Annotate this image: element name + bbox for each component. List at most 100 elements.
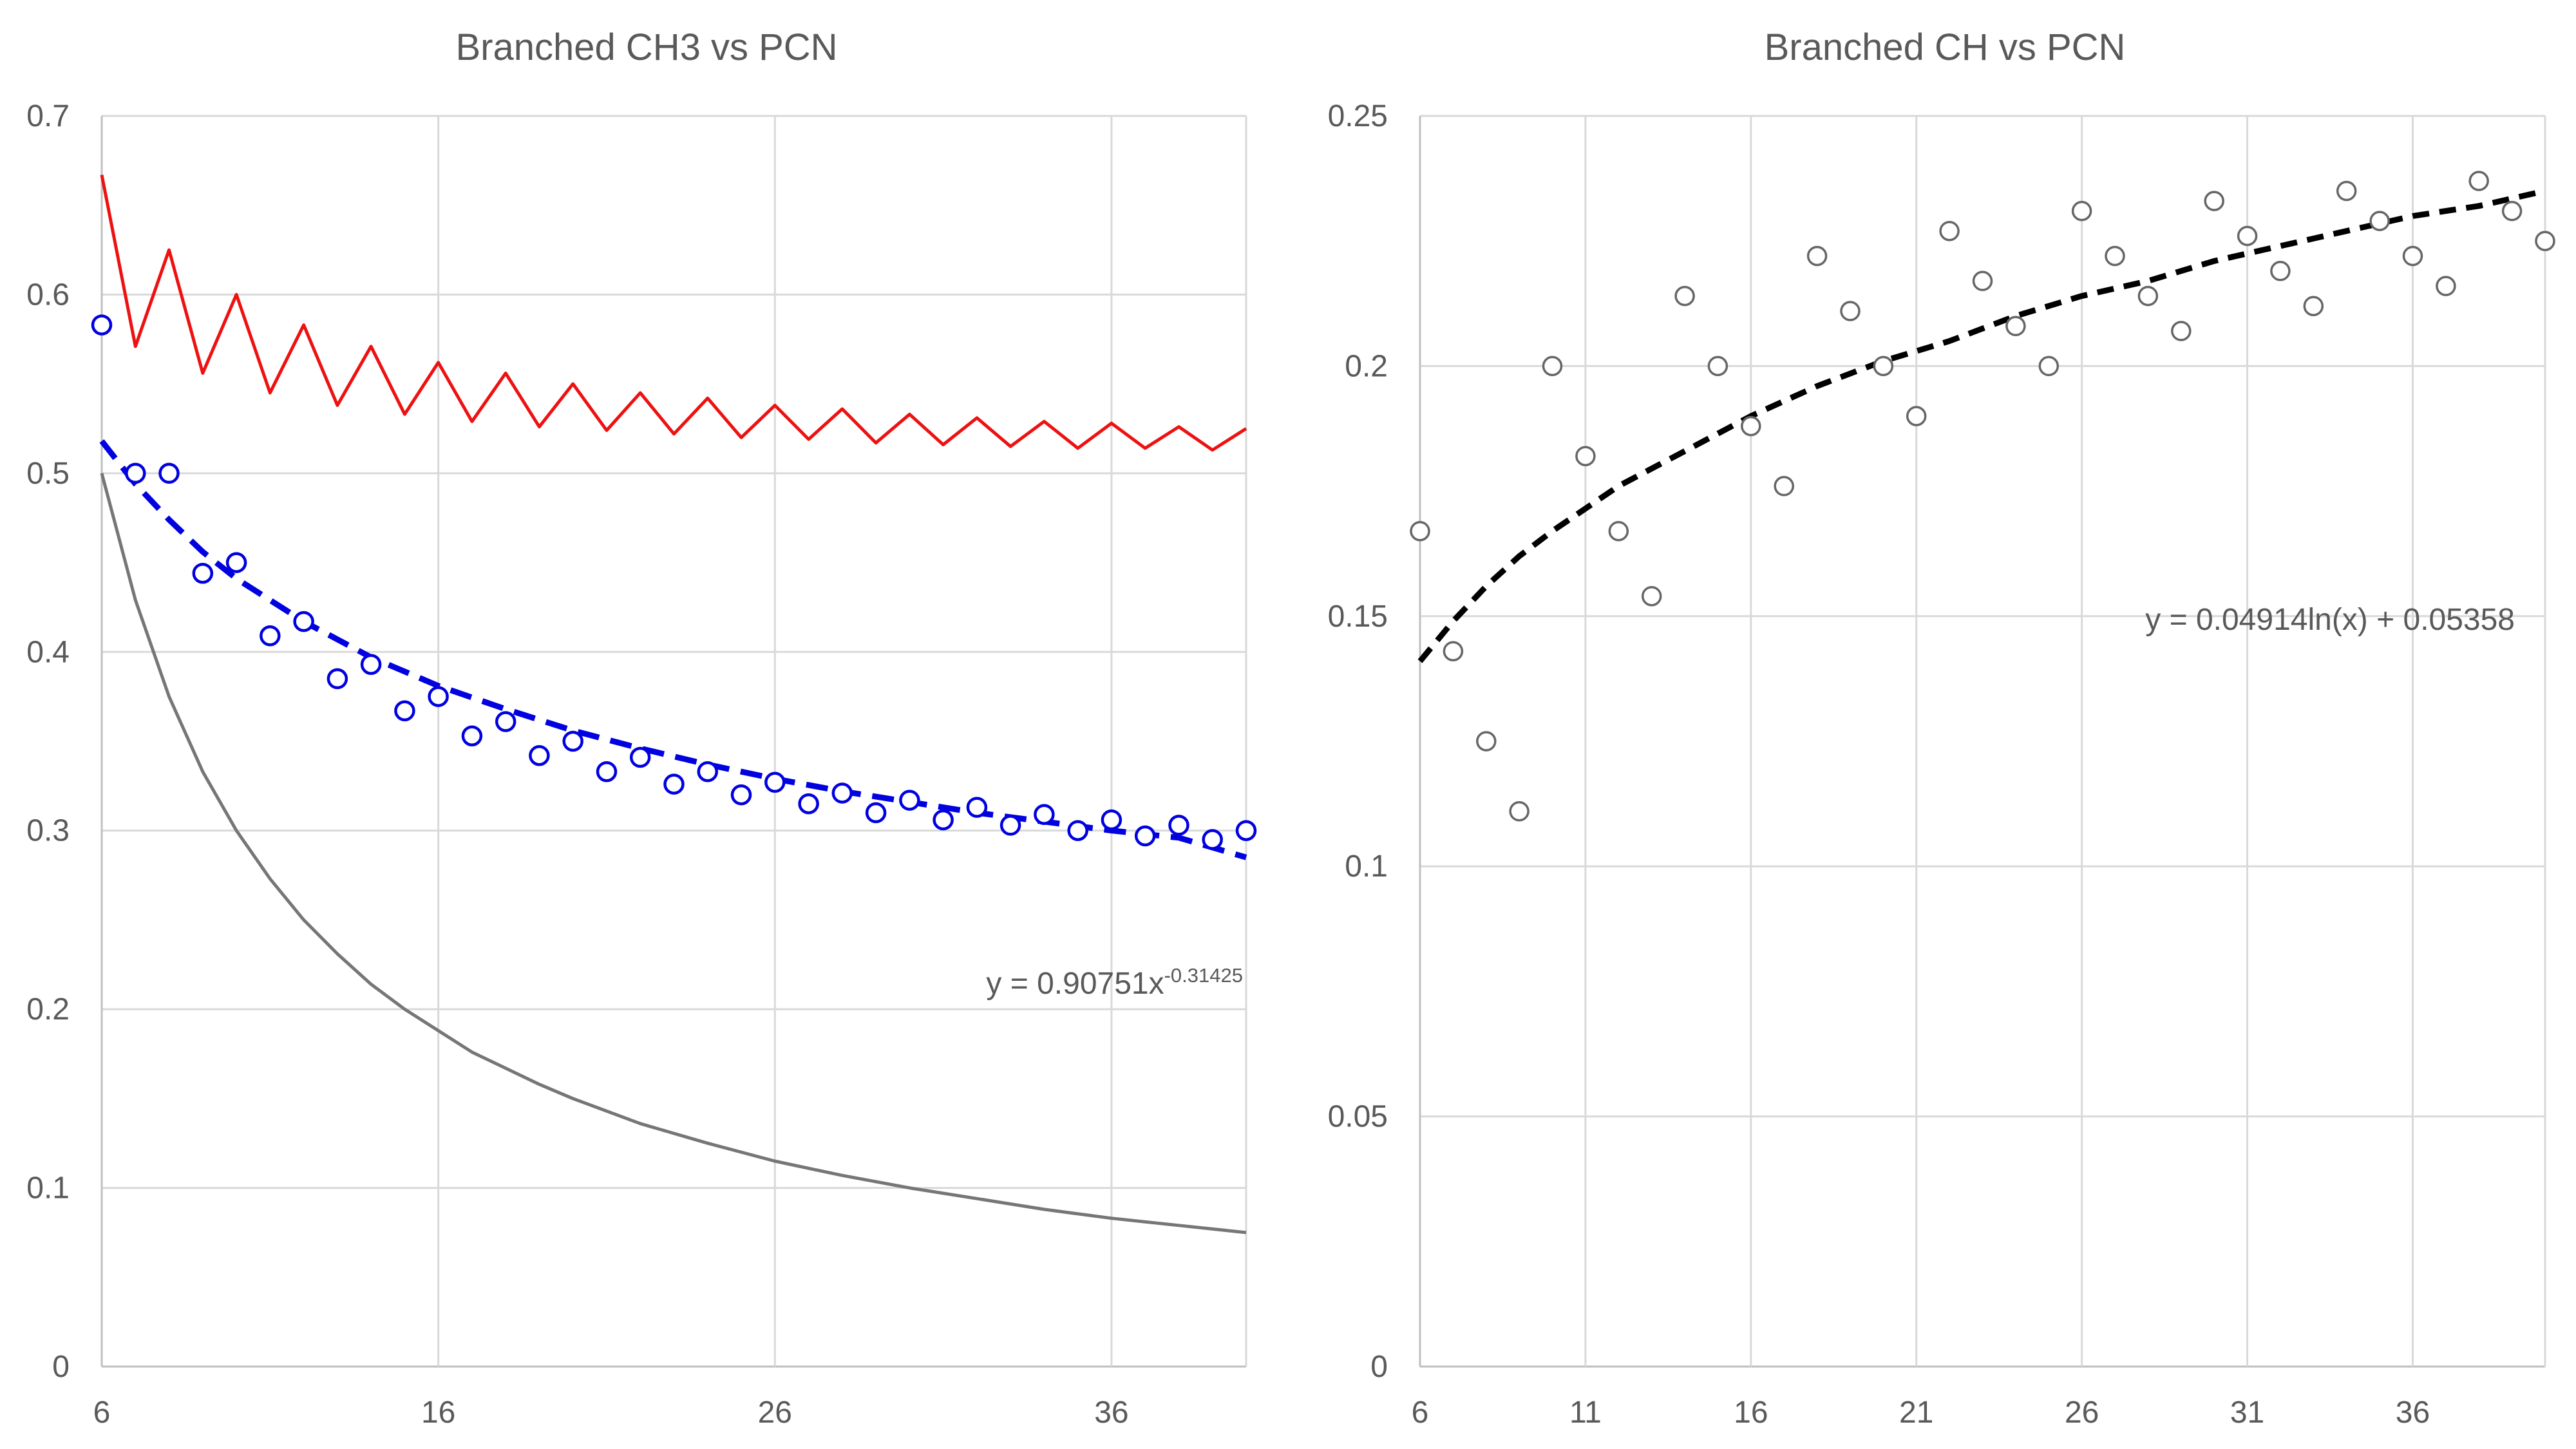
data-point: [2436, 276, 2456, 296]
data-point: [394, 700, 415, 722]
x-tick-label: 11: [1569, 1396, 1602, 1430]
data-point: [1674, 285, 1695, 307]
data-point: [933, 809, 954, 831]
x-tick-label: 16: [421, 1396, 455, 1430]
data-point: [764, 772, 786, 793]
data-point: [2468, 171, 2489, 191]
data-point: [2369, 211, 2390, 231]
chart-branched-ch: Branched CH vs PCN 0 0.05 0.1 0.15 0.2 0.25 6…: [1328, 26, 2555, 1430]
data-point: [999, 815, 1021, 836]
data-point: [1509, 801, 1530, 822]
data-point: [293, 611, 314, 632]
data-point: [428, 686, 449, 707]
data-point: [2171, 321, 2192, 341]
series-layer: [1410, 171, 2555, 822]
y-tick-label: 0.2: [26, 992, 70, 1027]
y-tick-label: 0.2: [1345, 349, 1388, 383]
chart-title: Branched CH vs PCN: [1765, 26, 2126, 68]
data-point: [629, 746, 651, 768]
data-point: [1443, 641, 1464, 661]
data-point: [360, 654, 382, 675]
x-tick-label: 6: [93, 1396, 111, 1430]
data-point: [1134, 825, 1156, 847]
y-tick-label: 0: [52, 1350, 70, 1384]
data-point: [1235, 820, 1257, 841]
data-point: [2071, 200, 2092, 222]
data-point: [596, 761, 618, 782]
data-point: [327, 668, 348, 690]
y-tick-label: 0.4: [26, 635, 70, 669]
data-point: [1168, 815, 1189, 836]
series-layer: [91, 175, 1257, 1235]
data-point: [2336, 180, 2357, 202]
data-point: [125, 462, 146, 484]
data-point: [461, 725, 483, 746]
data-point: [1741, 415, 1761, 437]
data-point: [260, 625, 281, 647]
x-tick-label: 26: [758, 1396, 792, 1430]
x-tick-labels: 6 16 26 36: [93, 1396, 1129, 1430]
data-point: [192, 562, 214, 584]
y-tick-label: 0.6: [26, 278, 70, 312]
x-tick-label: 26: [2065, 1396, 2099, 1430]
data-point: [1641, 585, 1662, 607]
data-point: [1202, 829, 1223, 850]
data-point: [529, 744, 550, 766]
chart-branched-ch3: Branched CH3 vs PCN 00.10.20.30.40.50.60…: [26, 26, 1257, 1430]
y-tick-label: 0: [1370, 1350, 1388, 1384]
y-tick-label: 0.3: [26, 814, 70, 848]
data-point: [2402, 245, 2423, 267]
data-point: [225, 552, 247, 573]
data-point: [1101, 809, 1122, 831]
x-tick-label: 16: [1734, 1396, 1768, 1430]
data-point: [1707, 355, 1728, 377]
data-point: [1806, 245, 1828, 267]
trendline-equation-base: y = 0.04914ln(x) + 0.05358: [2145, 603, 2515, 637]
y-tick-label: 0.7: [26, 99, 70, 133]
series-line-line-gray: [100, 473, 1247, 1235]
data-point: [1906, 406, 1927, 426]
data-point: [899, 790, 920, 811]
x-tick-label: 36: [1094, 1396, 1128, 1430]
trendline-equation-base: y = 0.90751x: [986, 967, 1164, 1001]
y-tick-label: 0.25: [1328, 99, 1388, 133]
series-line-trend-black-dashed-log: [1417, 188, 2546, 663]
y-tick-label: 0.15: [1328, 600, 1388, 634]
data-point: [1608, 520, 1629, 542]
data-point: [2105, 245, 2125, 267]
data-point: [831, 782, 853, 804]
data-point: [2204, 191, 2224, 211]
data-point: [2137, 285, 2159, 307]
data-point: [730, 784, 752, 806]
data-point: [1067, 820, 1088, 841]
data-point: [663, 773, 685, 795]
series-line-line-red: [100, 175, 1247, 452]
data-point: [865, 802, 887, 824]
data-point: [1575, 446, 1596, 466]
data-point: [1939, 220, 1960, 242]
data-point: [697, 761, 719, 782]
x-tick-label: 31: [2230, 1396, 2264, 1430]
data-point: [2535, 231, 2555, 251]
data-point: [966, 797, 988, 818]
y-tick-label: 0.1: [1345, 849, 1388, 884]
gridlines: [1419, 115, 2546, 1368]
trendline-equation: y = 0.04914ln(x) + 0.05358: [2145, 603, 2515, 637]
data-point: [1410, 520, 1430, 542]
data-point: [562, 730, 583, 752]
data-point: [2005, 316, 2026, 337]
x-tick-labels: 6 11 16 21 26 31 36: [1412, 1396, 2430, 1430]
data-point: [798, 793, 819, 815]
data-point: [1873, 355, 1894, 377]
y-tick-labels: 0 0.05 0.1 0.15 0.2 0.25: [1328, 99, 1388, 1384]
data-point: [2303, 296, 2324, 316]
data-point: [158, 462, 180, 484]
data-point: [495, 711, 516, 732]
y-tick-label: 0.1: [26, 1171, 70, 1206]
data-point: [1034, 804, 1055, 825]
data-point: [1476, 731, 1497, 752]
data-point: [91, 314, 113, 336]
y-tick-label: 0.05: [1328, 1100, 1388, 1134]
